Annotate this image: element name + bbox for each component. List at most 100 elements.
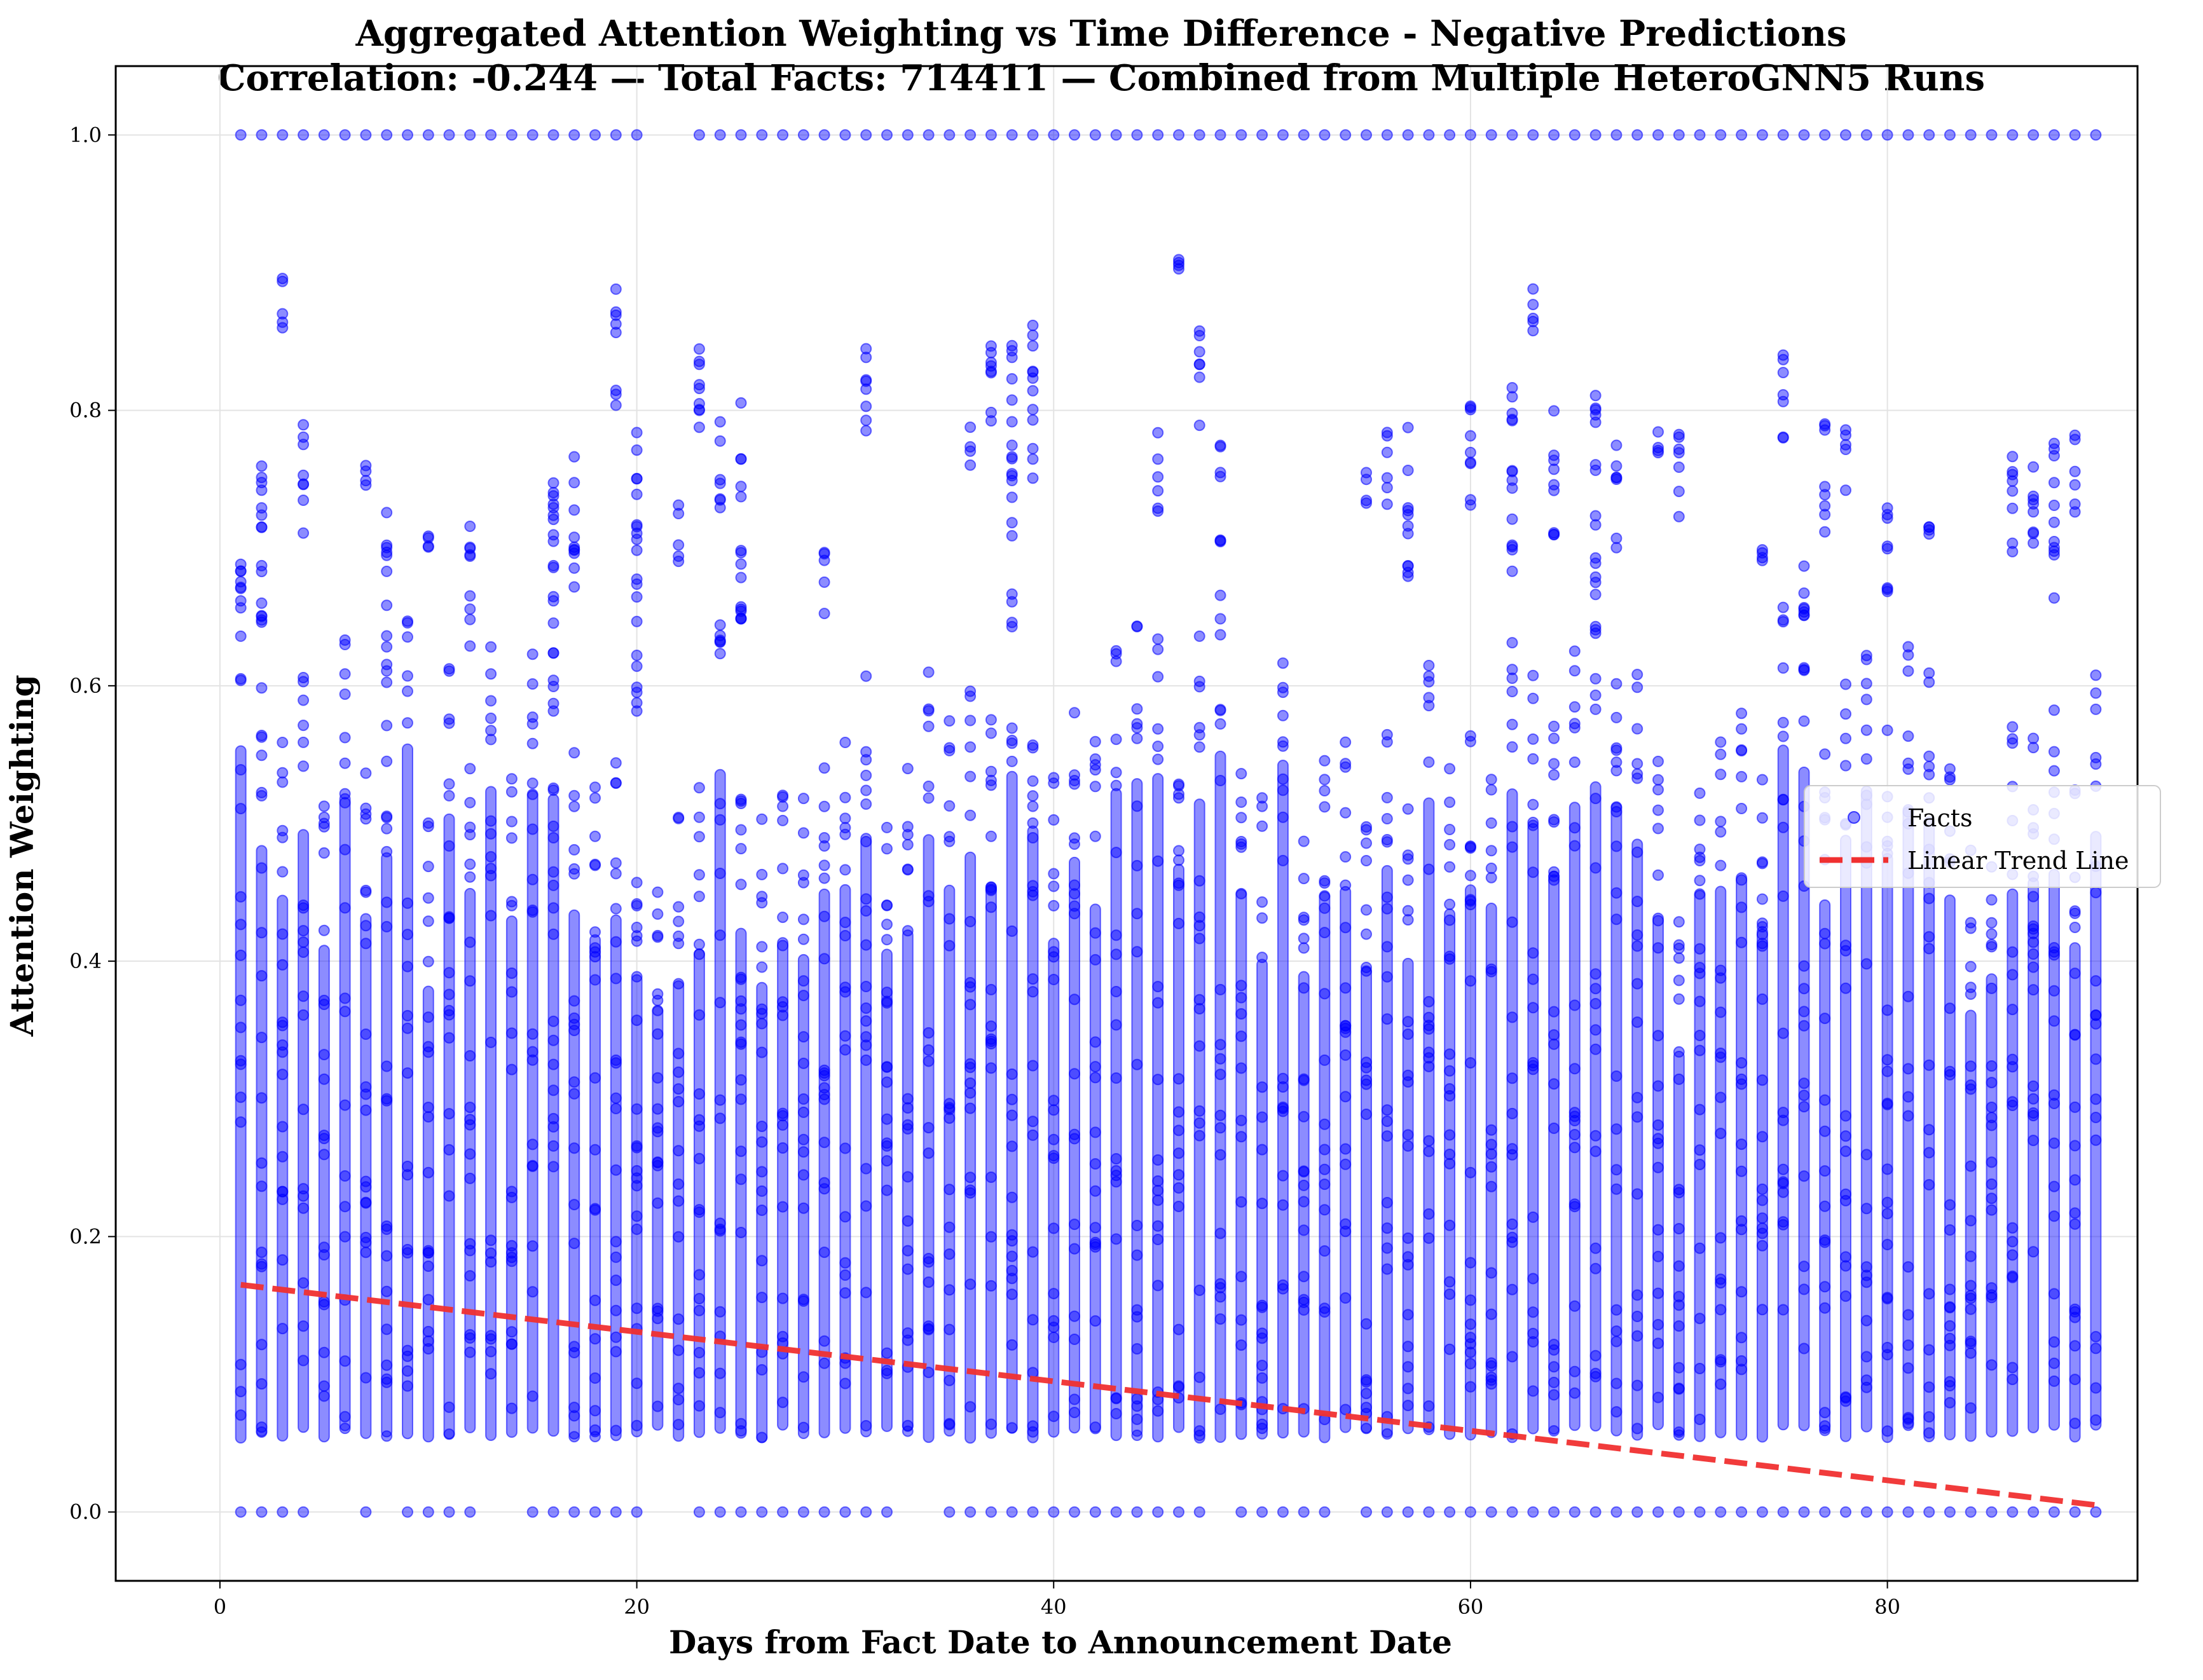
data-point <box>1444 1158 1456 1170</box>
data-point <box>2069 1174 2081 1186</box>
data-point <box>1548 1361 1560 1373</box>
data-point <box>1986 894 1998 906</box>
data-point <box>1610 1335 1623 1348</box>
data-point <box>714 1367 726 1379</box>
data-point <box>2007 946 2019 958</box>
data-point <box>652 886 664 898</box>
data-point <box>1361 1374 1372 1386</box>
data-point <box>1798 1283 1810 1295</box>
data-point <box>318 1133 330 1145</box>
data-point <box>1027 442 1039 454</box>
data-point <box>818 840 830 852</box>
data-point <box>1464 1332 1476 1344</box>
data-point <box>735 1227 747 1238</box>
data-point <box>1923 676 1935 688</box>
data-point <box>1506 1218 1518 1230</box>
data-point <box>402 1247 413 1259</box>
data-point <box>693 891 705 903</box>
data-point <box>1840 1506 1851 1518</box>
data-point <box>1069 775 1080 786</box>
data-point <box>1006 722 1018 734</box>
data-point <box>1694 814 1706 826</box>
data-point <box>1381 941 1393 953</box>
data-point <box>2090 703 2102 715</box>
data-point <box>1214 1109 1226 1121</box>
data-point <box>2069 129 2081 141</box>
data-point <box>547 1112 559 1124</box>
data-point <box>631 930 643 942</box>
data-point <box>1235 1271 1247 1283</box>
data-point <box>1173 778 1184 790</box>
data-point <box>464 1172 476 1184</box>
data-point <box>1819 424 1831 436</box>
data-point-column <box>1631 838 1644 1441</box>
data-point <box>1986 1289 1998 1301</box>
data-point-column <box>1485 903 1497 1438</box>
data-point <box>610 283 622 295</box>
data-point <box>735 995 747 1007</box>
data-point <box>1298 129 1310 141</box>
data-point <box>1214 1281 1226 1294</box>
data-point <box>2048 949 2060 961</box>
data-point <box>1423 129 1435 141</box>
data-point <box>1193 994 1205 1006</box>
data-point <box>277 959 289 971</box>
data-point <box>1527 1002 1539 1014</box>
data-point <box>1423 1060 1435 1072</box>
data-point <box>505 1326 518 1338</box>
data-point <box>1485 1308 1497 1320</box>
data-point <box>547 129 559 141</box>
data-point <box>2048 1098 2060 1109</box>
data-point <box>1631 1506 1644 1518</box>
data-point <box>1110 1392 1122 1404</box>
data-point <box>1069 888 1080 900</box>
data-point <box>1673 461 1685 473</box>
data-point <box>547 1084 559 1096</box>
data-point <box>1193 129 1205 141</box>
data-point <box>1006 1273 1018 1285</box>
data-point <box>1006 1068 1018 1080</box>
data-point <box>1881 582 1893 594</box>
data-point <box>1319 755 1331 767</box>
data-point <box>1069 707 1080 719</box>
data-point <box>547 820 559 832</box>
data-point <box>881 1506 893 1518</box>
data-point <box>568 1402 580 1414</box>
data-point <box>2028 1110 2040 1122</box>
data-point <box>631 650 643 661</box>
data-point <box>1756 1240 1768 1252</box>
data-point <box>1235 992 1247 1004</box>
legend-marker-facts <box>1848 811 1860 824</box>
data-point <box>1340 982 1352 994</box>
data-point <box>1777 1163 1789 1175</box>
data-point <box>964 1184 977 1196</box>
data-point <box>1840 760 1851 772</box>
data-point <box>298 1320 310 1332</box>
data-point <box>1423 995 1435 1007</box>
data-point <box>693 359 705 371</box>
data-point <box>1423 670 1435 682</box>
data-point <box>693 938 705 950</box>
data-point <box>1902 1362 1914 1374</box>
data-point <box>1881 1349 1893 1361</box>
data-point <box>902 925 914 937</box>
data-point <box>1610 1406 1623 1418</box>
data-point <box>1506 1231 1518 1243</box>
data-point <box>818 547 830 559</box>
data-point-column <box>1944 894 1956 1441</box>
data-point <box>673 1419 685 1431</box>
data-point <box>673 915 685 927</box>
data-point <box>2007 466 2019 478</box>
data-point <box>1402 849 1414 861</box>
data-point <box>797 1146 809 1158</box>
data-point <box>610 309 622 321</box>
data-point <box>1235 1339 1247 1351</box>
data-point <box>1798 1342 1810 1355</box>
data-point <box>1361 1056 1372 1069</box>
data-point <box>298 1506 310 1518</box>
data-point <box>505 1185 518 1198</box>
data-point <box>339 668 351 680</box>
data-point <box>1986 1112 1998 1124</box>
data-point <box>1048 1288 1060 1300</box>
data-point <box>714 1225 726 1237</box>
